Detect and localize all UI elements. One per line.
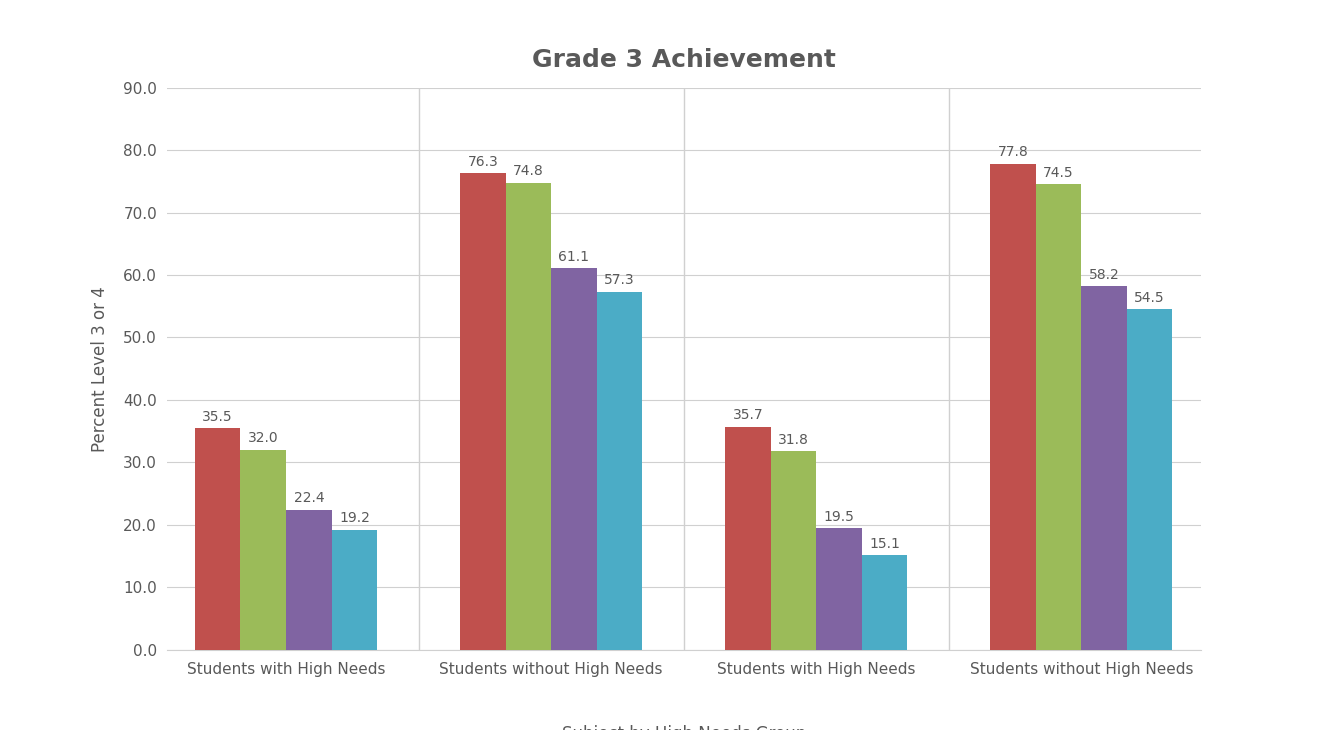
- Bar: [332, 530, 378, 650]
- Title: Grade 3 Achievement: Grade 3 Achievement: [532, 47, 835, 72]
- Bar: [285, 510, 332, 650]
- Bar: [1082, 286, 1127, 650]
- Text: 19.2: 19.2: [339, 512, 370, 526]
- Text: 19.5: 19.5: [823, 510, 855, 523]
- Text: 61.1: 61.1: [559, 250, 590, 264]
- Text: 76.3: 76.3: [467, 155, 498, 169]
- Bar: [862, 556, 907, 650]
- Text: 74.5: 74.5: [1043, 166, 1074, 180]
- Y-axis label: Percent Level 3 or 4: Percent Level 3 or 4: [91, 285, 109, 452]
- Text: 57.3: 57.3: [604, 274, 635, 288]
- Bar: [240, 450, 285, 650]
- Text: 74.8: 74.8: [514, 164, 544, 178]
- Text: 58.2: 58.2: [1089, 268, 1119, 282]
- Bar: [596, 292, 642, 650]
- Text: 32.0: 32.0: [248, 431, 279, 445]
- Bar: [816, 528, 862, 650]
- Bar: [726, 427, 771, 650]
- Bar: [990, 164, 1035, 650]
- Bar: [551, 268, 596, 650]
- Text: 35.7: 35.7: [732, 408, 763, 423]
- Text: 35.5: 35.5: [203, 410, 233, 423]
- X-axis label: Subject by High Needs Group: Subject by High Needs Group: [562, 725, 806, 730]
- Text: 54.5: 54.5: [1134, 291, 1165, 305]
- Bar: [1035, 185, 1082, 650]
- Text: 15.1: 15.1: [870, 537, 900, 551]
- Text: 31.8: 31.8: [778, 433, 808, 447]
- Bar: [771, 451, 816, 650]
- Text: 22.4: 22.4: [293, 491, 324, 505]
- Text: 77.8: 77.8: [998, 145, 1029, 159]
- Bar: [195, 428, 240, 650]
- Bar: [1127, 310, 1173, 650]
- Bar: [506, 182, 551, 650]
- Bar: [460, 173, 506, 650]
